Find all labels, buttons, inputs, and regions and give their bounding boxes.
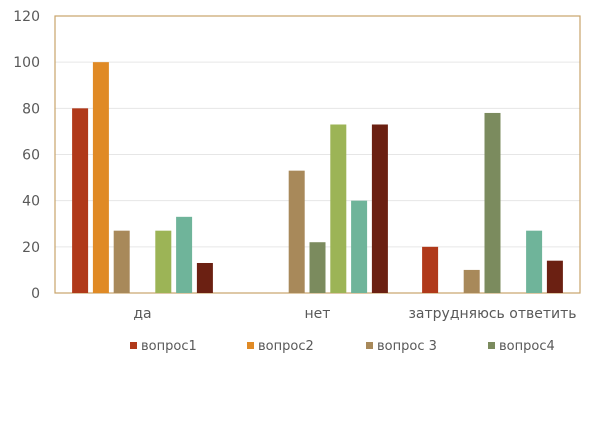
bar <box>113 230 130 293</box>
y-tick-label: 0 <box>31 286 40 302</box>
bar <box>526 230 543 293</box>
legend-label: вопрос 3 <box>377 339 437 354</box>
bar <box>422 246 439 293</box>
x-category-label: затрудняюсь ответить <box>408 306 576 322</box>
legend-label: вопрос4 <box>499 339 555 354</box>
legend: вопрос1 вопрос2 вопрос 3 вопрос4 <box>130 339 555 354</box>
bar <box>176 216 193 293</box>
bar <box>92 62 109 293</box>
bar <box>371 124 388 293</box>
y-axis-ticks: 0 20 40 60 80 100 120 <box>13 9 40 302</box>
bar <box>546 260 563 293</box>
legend-swatch <box>366 342 373 349</box>
y-tick-label: 60 <box>22 148 40 164</box>
bar <box>309 242 326 293</box>
x-category-label: нет <box>305 306 331 322</box>
legend-swatch <box>488 342 495 349</box>
bar <box>288 170 305 293</box>
y-tick-label: 80 <box>22 101 40 117</box>
legend-swatch <box>247 342 254 349</box>
bar <box>484 112 501 293</box>
bar <box>155 230 172 293</box>
legend-label: вопрос1 <box>141 339 197 354</box>
y-tick-label: 40 <box>22 194 40 210</box>
bar <box>72 108 89 293</box>
y-tick-label: 20 <box>22 240 40 256</box>
bar <box>351 200 368 293</box>
bars <box>72 62 563 293</box>
y-tick-label: 120 <box>13 9 40 25</box>
legend-label: вопрос2 <box>258 339 314 354</box>
bar <box>196 262 213 293</box>
gridlines <box>55 61 580 248</box>
legend-swatch <box>130 342 137 349</box>
y-tick-label: 100 <box>13 55 40 71</box>
x-category-label: да <box>133 306 151 322</box>
bar <box>463 269 480 293</box>
x-axis-categories: да нет затрудняюсь ответить <box>133 306 576 322</box>
bar <box>330 124 347 293</box>
